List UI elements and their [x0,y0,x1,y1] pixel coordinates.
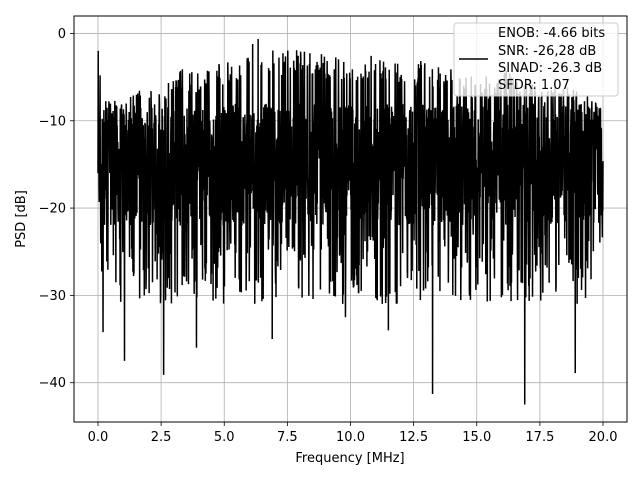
y-tick-label: −20 [39,202,66,217]
x-tick-label: 7.5 [277,430,298,445]
x-axis-label: Frequency [MHz] [295,451,404,466]
x-tick-label: 5.0 [214,430,235,445]
y-tick-label: −40 [39,376,66,391]
y-axis-label: PSD [dB] [14,190,29,248]
x-tick-label: 10.0 [336,430,365,445]
x-tick-label: 2.5 [151,430,172,445]
x-tick-label: 15.0 [462,430,491,445]
x-tick-label: 17.5 [525,430,554,445]
x-tick-label: 0.0 [88,430,109,445]
x-tick-label: 12.5 [399,430,428,445]
x-axis-ticks: 0.0 2.5 5.0 7.5 10.0 12.5 15.0 17.5 20.0 [88,422,618,445]
legend-box [453,22,619,97]
series-line-psd [97,38,604,405]
legend-entry-snr: SNR: -26,28 dB [498,44,596,59]
y-tick-label: 0 [58,27,66,42]
y-tick-label: −30 [39,289,66,304]
legend: ENOB: -4.66 bits SNR: -26,28 dB SINAD: -… [453,22,619,97]
legend-entry-enob: ENOB: -4.66 bits [498,26,605,41]
y-axis-ticks: 0 −10 −20 −30 −40 [39,27,74,391]
plot-area [97,38,604,405]
legend-entry-sfdr: SFDR: 1.07 [498,78,570,93]
x-tick-label: 20.0 [589,430,618,445]
legend-entry-sinad: SINAD: -26.3 dB [498,61,602,76]
y-tick-label: −10 [39,114,66,129]
